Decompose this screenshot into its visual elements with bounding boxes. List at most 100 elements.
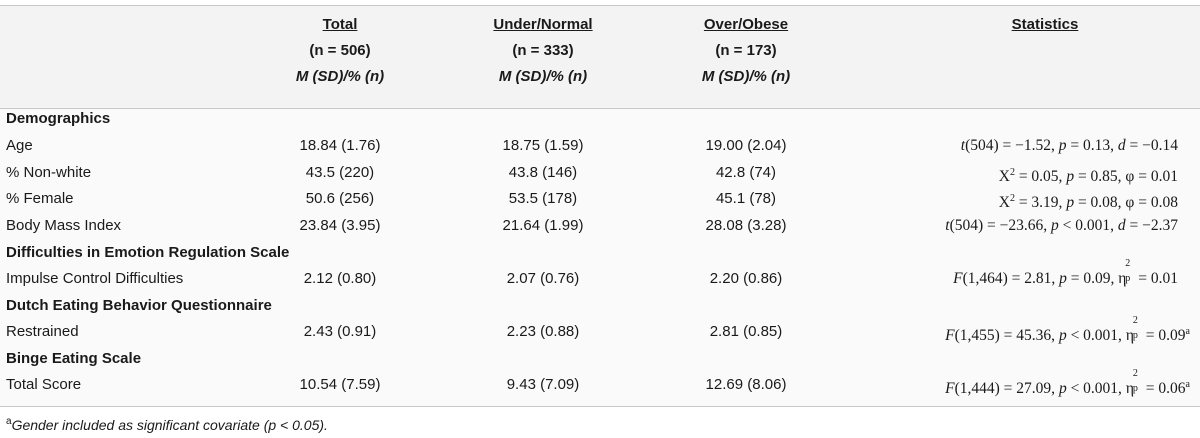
- stat-text: (504) = −1.52,: [965, 137, 1059, 154]
- column-n: (n = 333): [512, 42, 574, 59]
- stat-text: < 0.001,: [1066, 380, 1126, 397]
- stat-symbol: η: [1125, 380, 1134, 397]
- cell-over-obese: 2.20 (0.86): [709, 270, 783, 287]
- stat-superscript: 2: [1009, 167, 1015, 178]
- table-row: % Non-white 43.5 (220) 43.8 (146) 42.8 (…: [0, 160, 1200, 186]
- section-row: Dutch Eating Behavior Questionnaire: [0, 293, 1200, 319]
- table-row: Total Score 10.54 (7.59) 9.43 (7.09) 12.…: [0, 369, 1200, 398]
- table-header: [0, 6, 1200, 108]
- stat-text: = 0.05,: [1014, 168, 1067, 185]
- cell-over-obese: 12.69 (8.06): [705, 376, 787, 393]
- stat-text: = 0.06: [1141, 380, 1186, 397]
- column-title: Statistics: [1011, 16, 1079, 33]
- stat-subscript: p: [1125, 273, 1131, 284]
- section-title: Dutch Eating Behavior Questionnaire: [6, 297, 272, 314]
- cell-over-obese: 28.08 (3.28): [705, 217, 787, 234]
- column-measure: M (SD)/% (n): [498, 68, 588, 85]
- column-title: Over/Obese: [703, 16, 789, 33]
- section-title: Demographics: [6, 110, 111, 127]
- stat-symbol: p: [1058, 380, 1067, 397]
- stat-symbol: t: [960, 137, 966, 154]
- cell-under-normal: 53.5 (178): [508, 190, 578, 207]
- column-title: Under/Normal: [493, 16, 593, 33]
- cell-under-normal: 2.07 (0.76): [506, 270, 580, 287]
- cell-total: 2.12 (0.80): [303, 270, 377, 287]
- stat-symbol: F: [945, 327, 955, 344]
- column-measure: M (SD)/% (n): [295, 68, 385, 85]
- column-measure: M (SD)/% (n): [701, 68, 791, 85]
- stat-superscript: 2: [1132, 315, 1138, 326]
- stat-text: = 0.09: [1141, 327, 1186, 344]
- cell-under-normal: 43.8 (146): [508, 164, 578, 181]
- stat-symbol: p: [1058, 327, 1067, 344]
- table-row: Restrained 2.43 (0.91) 2.23 (0.88) 2.81 …: [0, 316, 1200, 345]
- cell-under-normal: 2.23 (0.88): [506, 323, 580, 340]
- stat-subscript: p: [1132, 330, 1138, 341]
- stat-superscript: 2: [1132, 368, 1138, 379]
- cell-over-obese: 42.8 (74): [715, 164, 777, 181]
- row-label: Impulse Control Difficulties: [6, 270, 184, 287]
- stat-symbol: η: [1125, 327, 1134, 344]
- stat-text: (1,455) = 45.36,: [954, 327, 1059, 344]
- cell-total: 43.5 (220): [305, 164, 375, 181]
- stat-symbol: p: [1059, 270, 1067, 287]
- table-row: Age 18.84 (1.76) 18.75 (1.59) 19.00 (2.0…: [0, 133, 1200, 159]
- stat-text: = 0.85, φ = 0.01: [1074, 168, 1178, 185]
- stat-symbol: p: [1058, 137, 1067, 154]
- cell-total: 2.43 (0.91): [303, 323, 377, 340]
- cell-over-obese: 19.00 (2.04): [705, 137, 787, 154]
- cell-statistics: X2 = 3.19, p = 0.08, φ = 0.08: [999, 186, 1178, 216]
- stat-text: = 0.13,: [1066, 137, 1118, 154]
- stat-text: < 0.001,: [1058, 217, 1118, 234]
- cell-over-obese: 45.1 (78): [715, 190, 777, 207]
- table-body: [0, 109, 1200, 406]
- stat-text: = −0.14: [1125, 137, 1178, 154]
- column-title: Total: [322, 16, 358, 33]
- cell-statistics: X2 = 0.05, p = 0.85, φ = 0.01: [999, 160, 1178, 190]
- cell-statistics: t(504) = −23.66, p < 0.001, d = −2.37: [945, 213, 1178, 239]
- stat-text: = 0.09,: [1066, 270, 1119, 287]
- row-label: Restrained: [6, 323, 79, 340]
- column-header-total: Total (n = 506) M (SD)/% (n): [230, 12, 450, 90]
- row-label: % Non-white: [6, 164, 92, 181]
- footnote-marker: a: [6, 416, 12, 427]
- stat-text: X: [998, 168, 1010, 185]
- stat-text: = 0.01: [1134, 270, 1178, 287]
- stat-text: = 3.19,: [1014, 194, 1067, 211]
- table-row: Body Mass Index 23.84 (3.95) 21.64 (1.99…: [0, 213, 1200, 239]
- column-header-statistics: Statistics: [935, 12, 1155, 38]
- stat-symbol: F: [953, 270, 963, 287]
- footnote-marker: a: [1185, 326, 1190, 337]
- footnote-marker: a: [1185, 379, 1190, 390]
- stat-symbol: η: [1118, 270, 1127, 287]
- stat-text: < 0.001,: [1066, 327, 1126, 344]
- row-label: Total Score: [6, 376, 82, 393]
- stat-text: (1,444) = 27.09,: [954, 380, 1059, 397]
- row-label: Body Mass Index: [6, 217, 122, 234]
- cell-over-obese: 2.81 (0.85): [709, 323, 783, 340]
- column-n: (n = 173): [715, 42, 777, 59]
- table-row: Impulse Control Difficulties 2.12 (0.80)…: [0, 259, 1200, 292]
- section-title: Difficulties in Emotion Regulation Scale: [6, 244, 290, 261]
- section-row: Difficulties in Emotion Regulation Scale: [0, 240, 1200, 266]
- stat-subscript: p: [1132, 383, 1138, 394]
- table-footnote: aGender included as significant covariat…: [6, 412, 328, 435]
- stat-superscript: 2: [1125, 258, 1131, 269]
- cell-total: 50.6 (256): [305, 190, 375, 207]
- cell-under-normal: 21.64 (1.99): [502, 217, 584, 234]
- row-label: Age: [6, 137, 33, 154]
- header-divider: [0, 108, 1200, 109]
- stat-superscript: 2: [1009, 193, 1015, 204]
- stat-symbol: p: [1066, 168, 1075, 185]
- top-border: [0, 5, 1200, 6]
- cell-total: 18.84 (1.76): [299, 137, 381, 154]
- cell-under-normal: 18.75 (1.59): [502, 137, 584, 154]
- footer-divider: [0, 406, 1200, 407]
- stat-text: (504) = −23.66,: [949, 217, 1052, 234]
- stat-symbol: d: [1117, 137, 1126, 154]
